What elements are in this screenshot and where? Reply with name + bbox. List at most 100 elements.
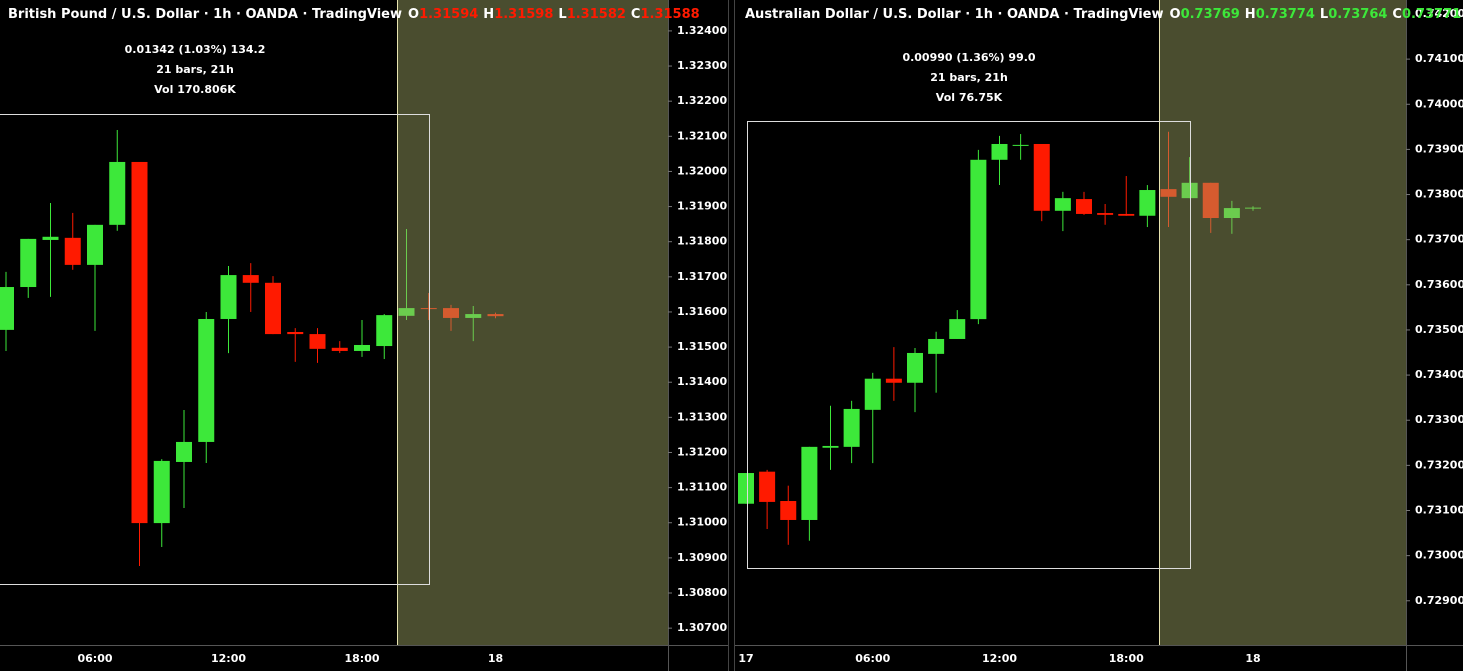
candle-body <box>242 275 259 283</box>
ohlc-value: 0.73774 <box>1256 7 1315 22</box>
measure-label: 0.00990 (1.36%) 99.0 <box>902 51 1035 64</box>
x-tick-label: 18 <box>1245 652 1260 665</box>
x-tick-label: 17 <box>738 652 753 665</box>
y-tick-label: 1.30700 <box>677 621 727 634</box>
y-tick-label: 1.31000 <box>677 516 727 529</box>
x-tick-label: 18:00 <box>1109 652 1144 665</box>
header: British Pound / U.S. Dollar · 1h · OANDA… <box>8 7 700 22</box>
candle-body <box>0 287 14 330</box>
candle-body <box>176 441 192 462</box>
y-tick-label: 1.31200 <box>677 445 727 458</box>
measure-label: 21 bars, 21h <box>930 71 1008 84</box>
y-tick-label: 0.74200 <box>1415 7 1463 20</box>
chart-title: British Pound / U.S. Dollar · 1h · OANDA… <box>8 7 402 22</box>
candle-body <box>287 331 304 335</box>
candle-body <box>801 446 818 520</box>
y-tick-label: 1.31700 <box>677 270 727 283</box>
measure-label: Vol 76.75K <box>936 91 1003 104</box>
candle-body <box>398 308 415 316</box>
y-tick-label: 0.73500 <box>1415 323 1463 336</box>
measure-box <box>747 121 1191 569</box>
ohlc-value: 0.73764 <box>1328 7 1387 22</box>
ohlc-label: C <box>1392 7 1402 22</box>
y-tick-label: 1.31500 <box>677 340 727 353</box>
ohlc-label: C <box>631 7 641 22</box>
ohlc-label: L <box>558 7 566 22</box>
x-tick-label: 12:00 <box>211 652 246 665</box>
candle-body <box>1076 199 1092 214</box>
ohlc-value: 1.31594 <box>419 7 478 22</box>
y-tick-label: 0.73600 <box>1415 278 1463 291</box>
y-tick-label: 1.31900 <box>677 200 727 213</box>
ohlc-label: O <box>408 7 419 22</box>
y-tick-label: 0.74100 <box>1415 52 1463 65</box>
ohlc-value: 1.31598 <box>494 7 553 22</box>
candle-body <box>220 275 237 319</box>
candle-body <box>20 238 37 288</box>
shaded-region <box>397 0 668 645</box>
candle-body <box>1118 213 1135 216</box>
candle-body <box>265 282 281 335</box>
ohlc-value: 0.73771 <box>1402 7 1461 22</box>
candle-body <box>420 308 437 310</box>
y-tick-label: 0.74000 <box>1415 97 1463 110</box>
candle-body <box>1160 189 1177 197</box>
candle-body <box>109 161 126 225</box>
y-tick-label: 1.32000 <box>677 164 727 177</box>
y-tick-label: 1.31600 <box>677 305 727 318</box>
candle-body <box>991 143 1008 160</box>
y-tick-label: 1.32200 <box>677 94 727 107</box>
candle-body <box>759 471 776 502</box>
candle-body <box>1245 207 1261 209</box>
y-tick-label: 0.73400 <box>1415 368 1463 381</box>
candle-body <box>885 378 902 383</box>
candle-body <box>1054 198 1071 211</box>
candle-body <box>949 319 966 339</box>
candle-body <box>738 473 754 504</box>
candle-body <box>198 318 215 442</box>
y-tick-label: 1.30800 <box>677 586 727 599</box>
y-tick-label: 0.73300 <box>1415 413 1463 426</box>
y-tick-label: 0.72900 <box>1415 594 1463 607</box>
candle-body <box>1181 182 1198 199</box>
y-tick-label: 1.31800 <box>677 235 727 248</box>
y-tick-label: 1.31400 <box>677 375 727 388</box>
x-tick-label: 06:00 <box>77 652 112 665</box>
candle-body <box>864 378 881 410</box>
candle-body <box>928 338 945 354</box>
y-tick-label: 1.31100 <box>677 481 727 494</box>
measure-label: 21 bars, 21h <box>156 63 234 76</box>
measure-label: Vol 170.806K <box>154 83 236 96</box>
candle-body <box>1033 143 1050 211</box>
candle-body <box>64 237 81 265</box>
ohlc-value: 1.31588 <box>640 7 699 22</box>
candle-body <box>309 334 326 349</box>
ohlc-label: H <box>483 7 494 22</box>
y-tick-label: 1.32300 <box>677 59 727 72</box>
candle-body <box>780 501 797 520</box>
ohlc-label: O <box>1170 7 1181 22</box>
x-tick-label: 06:00 <box>855 652 890 665</box>
y-tick-label: 1.31300 <box>677 410 727 423</box>
candle-body <box>1139 190 1156 216</box>
chart-panel: 06:00 12:00 18:00 18 0.01342 (1.03%) 134.2 21… <box>0 0 728 671</box>
ohlc-value: 0.73769 <box>1181 7 1240 22</box>
measure-label: 0.01342 (1.03%) 134.2 <box>125 43 266 56</box>
y-tick-label: 0.73100 <box>1415 503 1463 516</box>
candle-body <box>131 161 148 524</box>
x-tick-label: 18:00 <box>344 652 379 665</box>
ohlc-label: H <box>1245 7 1256 22</box>
ohlc-label: L <box>1320 7 1328 22</box>
candle-body <box>331 347 348 351</box>
candle-body <box>1097 213 1114 215</box>
candle-body <box>42 236 59 240</box>
candle-body <box>907 352 923 383</box>
candle-body <box>87 224 103 265</box>
candle-body <box>843 408 860 447</box>
y-tick-label: 0.73000 <box>1415 549 1463 562</box>
candle-body <box>822 445 839 448</box>
ohlc-value: 1.31582 <box>567 7 626 22</box>
y-tick-label: 1.32400 <box>677 24 727 37</box>
